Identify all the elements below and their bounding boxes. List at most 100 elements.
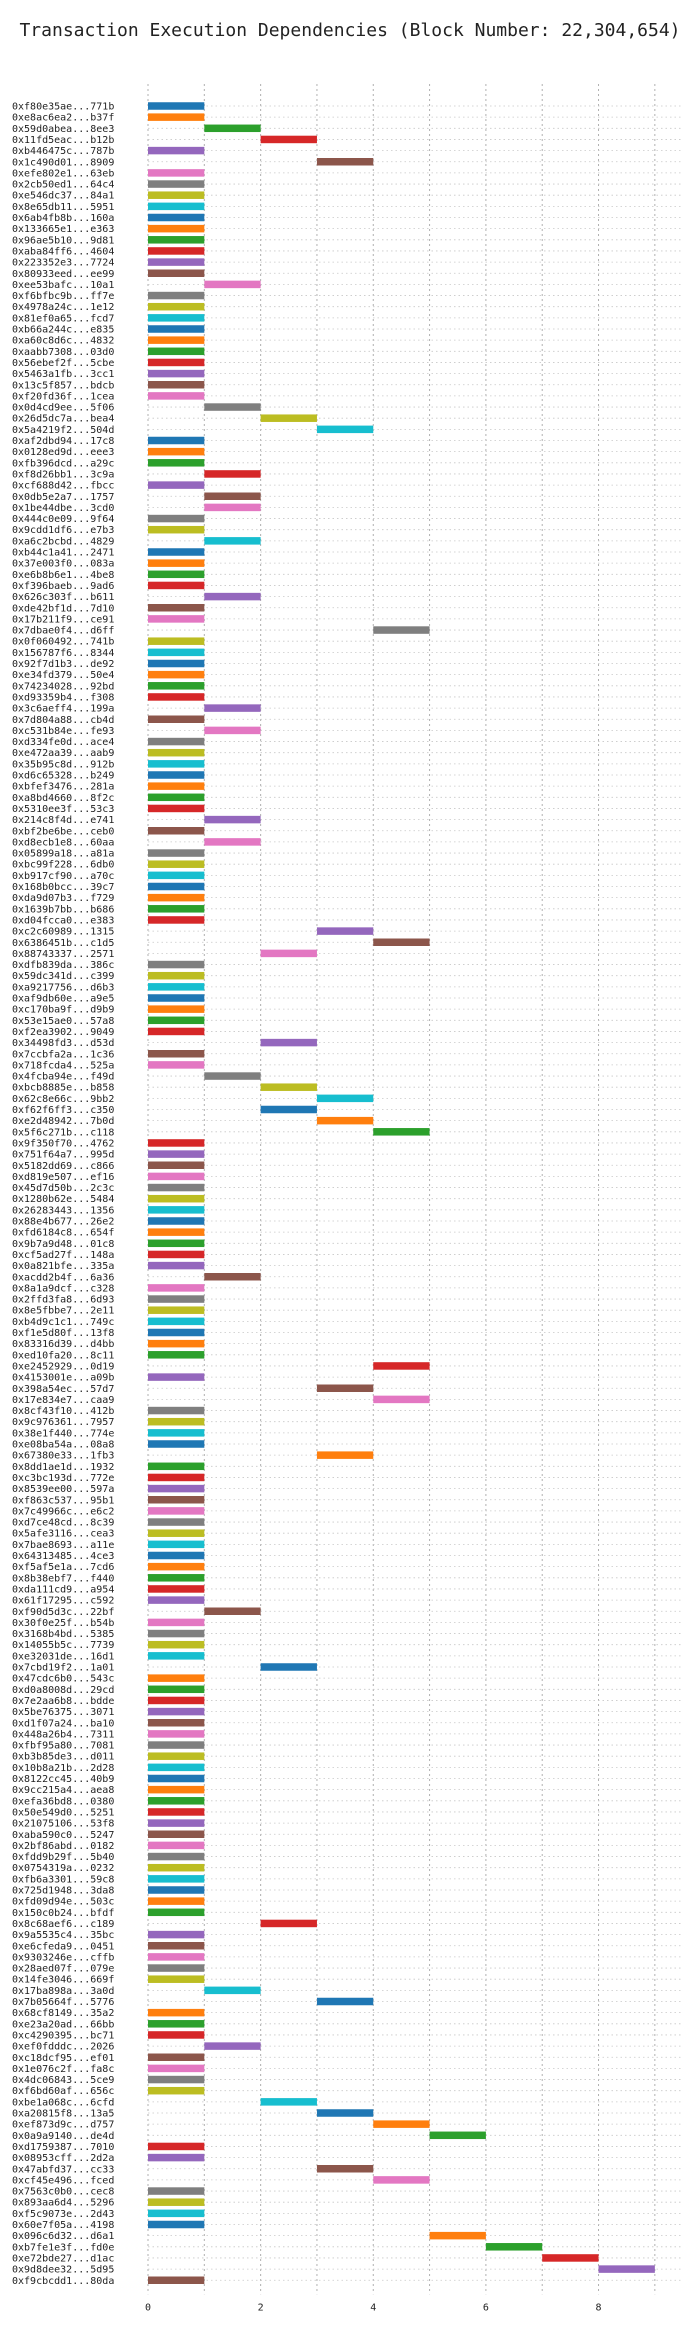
dependency-bar (204, 1607, 261, 1615)
dependency-bar (148, 2075, 205, 2084)
y-tick-label: 0xe472aa39...aab9 (12, 748, 114, 759)
dependency-bar (148, 659, 205, 668)
y-tick-label: 0x1e076c2f...fa8c (12, 2064, 114, 2075)
x-tick-labels: 0 2 4 6 8 (145, 2302, 602, 2313)
dependency-bar (260, 1663, 317, 1671)
y-tick-label: 0x61f17295...c592 (12, 1596, 114, 1607)
y-tick-label: 0xe34fd379...50e4 (12, 670, 114, 681)
y-tick-label: 0x3c6aeff4...199a (12, 704, 114, 715)
y-tick-label: 0x725d1948...3da8 (12, 1886, 114, 1897)
y-tick-label: 0x0f060492...741b (12, 637, 114, 648)
y-tick-label: 0x4978a24c...1e12 (12, 302, 114, 313)
dependency-bar (148, 1317, 205, 1326)
dependency-bar (148, 1150, 205, 1158)
dependency-bar (148, 1719, 205, 1727)
dependency-bar (373, 2120, 430, 2128)
dependency-bar (148, 1540, 205, 1549)
y-tick-label: 0x626c303f...b611 (12, 592, 114, 603)
y-tick-label: 0xbf2be6be...ceb0 (12, 826, 114, 837)
y-tick-label: 0xb44c1a41...2471 (12, 548, 114, 559)
dependency-bar (148, 1942, 205, 1950)
y-tick-label: 0xf6bd60af...656c (12, 2086, 114, 2097)
y-tick-label: 0x2cb50ed1...64c4 (12, 180, 114, 191)
dependency-bar (148, 1841, 205, 1850)
y-tick-label: 0x26d5dc7a...bea4 (12, 414, 114, 425)
y-tick-label: 0x9c976361...7957 (12, 1417, 114, 1428)
dependency-bar (148, 1685, 205, 1694)
dependency-bar (148, 604, 205, 612)
y-tick-label: 0x37e003f0...083a (12, 559, 114, 570)
y-tick-label: 0xcf5ad27f...148a (12, 1250, 114, 1261)
y-tick-label: 0xcf45e496...fced (12, 2175, 114, 2186)
dependency-bar (148, 525, 205, 534)
y-tick-label: 0xef0fdddc...2026 (12, 2042, 114, 2053)
dependency-bar (148, 302, 205, 311)
dependency-bar (316, 927, 374, 935)
dependency-bar (148, 1808, 205, 1816)
dependency-bar (148, 971, 205, 980)
dependency-bar (148, 860, 205, 868)
y-tick-label: 0xe72bde27...d1ac (12, 2253, 114, 2264)
dependency-bar (260, 414, 317, 422)
dependency-bar (148, 113, 205, 121)
y-tick-label: 0x5afe3116...cea3 (12, 1529, 114, 1540)
y-tick-label: 0x13c5f857...bdcb (12, 380, 114, 391)
y-tick-label: 0x92f7d1b3...de92 (12, 659, 114, 670)
y-tick-label: 0xe2452929...0d19 (12, 1361, 114, 1372)
y-tick-label: 0xfdd9b29f...5b40 (12, 1852, 114, 1863)
dependency-bar (148, 1351, 205, 1359)
y-tick-label: 0x83316d39...d4bb (12, 1339, 114, 1350)
dependency-bar (148, 2276, 205, 2284)
y-tick-label: 0xe6cfeda9...0451 (12, 1941, 114, 1952)
y-tick-label: 0xf9cbcdd1...80da (12, 2276, 114, 2287)
dependency-bar (148, 1284, 205, 1292)
y-tick-label: 0xe546dc37...84a1 (12, 191, 114, 202)
dependency-bar (148, 1652, 205, 1660)
dependency-bar (148, 559, 205, 567)
dependency-bar (316, 1384, 374, 1392)
dependency-bar (148, 1373, 205, 1381)
dependency-bar (148, 392, 205, 400)
dependency-bar (148, 1183, 205, 1192)
y-tick-label: 0xd819e507...ef16 (12, 1172, 114, 1183)
dependency-bar (148, 191, 205, 199)
y-tick-label: 0x444c0e09...9f64 (12, 514, 114, 525)
y-tick-label: 0x150c0b24...bfdf (12, 1908, 114, 1919)
dependency-bar (148, 648, 205, 657)
dependency-bar (148, 2142, 205, 2151)
y-tick-label: 0xaf9db60e...a9e5 (12, 994, 114, 1005)
dependency-bar (204, 2042, 261, 2050)
dependency-bar (429, 2231, 486, 2240)
dependency-bar (148, 169, 205, 177)
dependency-bar (148, 1629, 205, 1638)
y-tick-label: 0x74234028...92bd (12, 681, 114, 692)
dependency-bar (148, 670, 205, 679)
y-tick-label: 0x9a5535c4...35bc (12, 1930, 114, 1941)
dependency-bar (148, 1239, 205, 1248)
y-tick-label: 0xb7fe1e3f...fd0e (12, 2242, 114, 2253)
y-tick-label: 0x0d4cd9ee...5f06 (12, 403, 114, 414)
y-tick-label: 0x7cbd19f2...1a01 (12, 1663, 114, 1674)
y-tick-label: 0xde42bf1d...7d10 (12, 603, 114, 614)
y-tick-label: 0xa60c8d6c...4832 (12, 336, 114, 347)
y-tick-label: 0x8cf43f10...412b (12, 1406, 114, 1417)
dependency-bar (148, 1139, 205, 1147)
y-tick-label: 0x718fcda4...525a (12, 1060, 114, 1071)
dependency-bar (148, 1295, 205, 1303)
dependency-bar (148, 1328, 205, 1337)
dependency-bar (204, 403, 261, 411)
y-tick-label: 0xf6bfbc9b...ff7e (12, 291, 114, 302)
dependency-bar (148, 1585, 205, 1593)
y-tick-label: 0x751f64a7...995d (12, 1150, 114, 1161)
y-tick-label: 0xf1e5d80f...13f8 (12, 1328, 114, 1339)
y-tick-label: 0x26283443...1356 (12, 1205, 114, 1216)
dependency-bar (260, 1919, 317, 1928)
y-tick-label: 0xd1759387...7010 (12, 2142, 114, 2153)
x-tick-label: 2 (258, 2302, 264, 2313)
dependency-bar (148, 247, 205, 255)
y-tick-label: 0xbe1a068c...6cfd (12, 2097, 114, 2108)
dependency-bar (148, 1050, 205, 1058)
y-tick-label: 0xa9217756...d6b3 (12, 982, 114, 993)
dependency-bar (204, 1072, 261, 1080)
dependency-bar (148, 1730, 205, 1738)
